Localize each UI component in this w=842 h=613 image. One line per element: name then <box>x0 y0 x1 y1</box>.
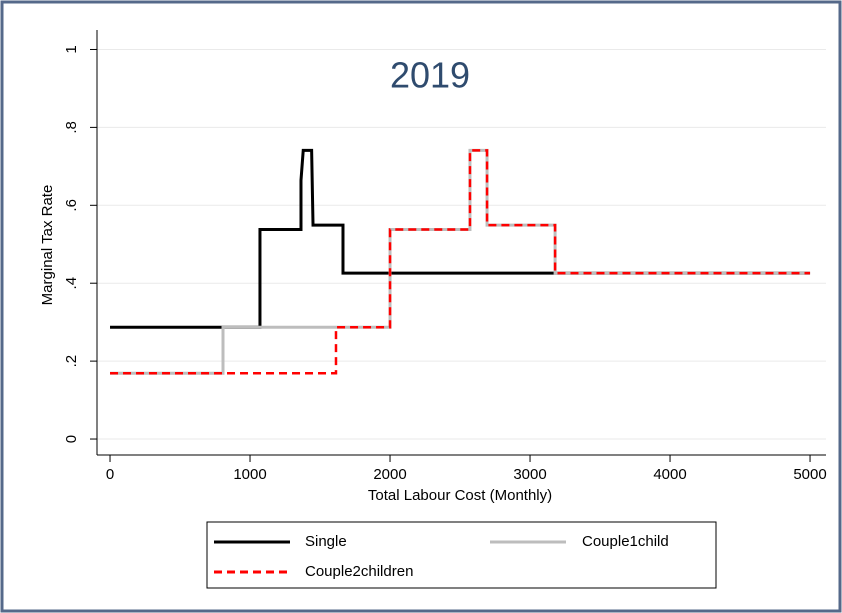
x-tick-label: 2000 <box>373 466 406 483</box>
x-tick-label: 5000 <box>793 466 826 483</box>
x-tick-label: 1000 <box>233 466 266 483</box>
legend-label: Single <box>305 533 347 550</box>
y-tick-label: .6 <box>63 199 80 212</box>
y-axis-title: Marginal Tax Rate <box>39 185 56 306</box>
legend-label: Couple2children <box>305 563 413 580</box>
x-tick-label: 4000 <box>653 466 686 483</box>
legend-box <box>206 521 717 589</box>
x-tick-label: 0 <box>106 466 114 483</box>
legend-label: Couple1child <box>582 533 669 550</box>
y-tick-label: .8 <box>63 121 80 134</box>
y-tick-label: 1 <box>63 45 80 53</box>
y-tick-label: .2 <box>63 355 80 368</box>
y-tick-label: .4 <box>63 277 80 290</box>
y-tick-label: 0 <box>63 435 80 443</box>
line-series <box>110 148 811 329</box>
x-tick-label: 3000 <box>513 466 546 483</box>
line-series <box>110 149 811 375</box>
annotation: 2019 <box>390 55 470 96</box>
line-series <box>110 148 811 375</box>
x-axis-title: Total Labour Cost (Monthly) <box>368 487 552 504</box>
